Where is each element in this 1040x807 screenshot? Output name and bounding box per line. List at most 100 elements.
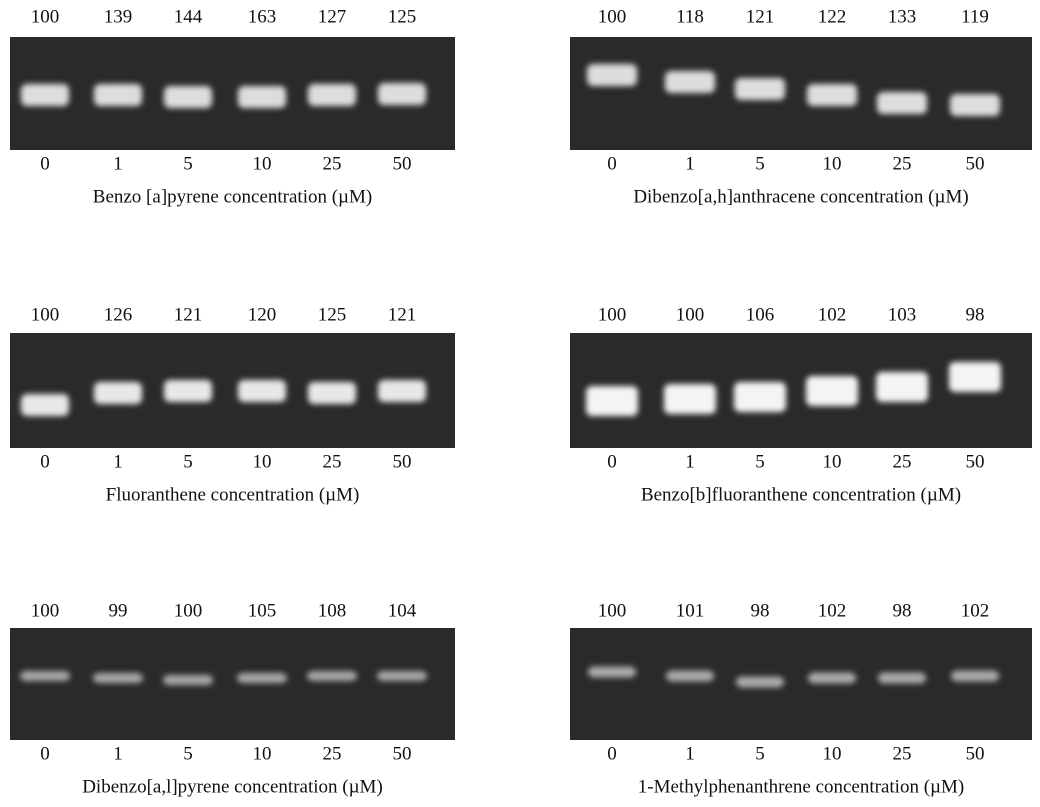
axis-caption: Dibenzo[a,h]anthracene concentration (µM… (633, 186, 968, 207)
band-intensity: 98 (893, 600, 912, 621)
axis-caption: Fluoranthene concentration (µM) (106, 484, 360, 505)
band-intensity: 100 (31, 304, 60, 325)
gel-band (307, 671, 357, 681)
band-intensity: 100 (676, 304, 705, 325)
gel-band (736, 676, 784, 688)
gel-band (666, 670, 714, 682)
band-intensity: 100 (174, 600, 203, 621)
band-intensity: 103 (888, 304, 917, 325)
gel-band (164, 380, 212, 402)
concentration-label: 5 (183, 451, 193, 472)
band-intensity: 101 (676, 600, 705, 621)
band-intensity: 99 (109, 600, 128, 621)
concentration-label: 10 (253, 743, 272, 764)
concentration-label: 10 (823, 451, 842, 472)
band-intensity: 139 (104, 6, 133, 27)
band-intensity: 100 (31, 600, 60, 621)
gel-band (735, 78, 785, 100)
concentration-label: 0 (40, 153, 50, 174)
gel-band (950, 94, 1000, 116)
band-intensity: 125 (318, 304, 347, 325)
band-intensity: 100 (598, 6, 627, 27)
concentration-label: 1 (685, 743, 695, 764)
concentration-label: 50 (393, 743, 412, 764)
gel-band (664, 384, 716, 414)
gel-band (164, 86, 212, 108)
gel-panel: 100 126 121 120 125 121 0 1 5 10 25 50 Fluoranthene … (10, 304, 455, 505)
band-intensity: 121 (388, 304, 417, 325)
band-intensity: 122 (818, 6, 847, 27)
gel-band (588, 666, 636, 678)
concentration-label: 10 (253, 451, 272, 472)
gel-band (378, 83, 426, 105)
band-intensity: 102 (818, 600, 847, 621)
gel-image (570, 628, 1032, 740)
gel-band (308, 84, 356, 106)
gel-band (877, 92, 927, 114)
concentration-label: 10 (823, 743, 842, 764)
band-intensity: 121 (746, 6, 775, 27)
concentration-label: 1 (685, 451, 695, 472)
gel-image (570, 37, 1032, 150)
gel-band (878, 672, 926, 684)
gel-panel: 100 118 121 122 133 119 0 1 5 10 25 50 Dibenzo[a,h]a… (570, 6, 1032, 207)
gel-panel: 100 100 106 102 103 98 0 1 5 10 25 50Benzo[b]fluora… (570, 304, 1032, 505)
gel-image (10, 628, 455, 740)
gel-panel: 100 139 144 163 127 125 0 1 5 10 25 50 Benzo [a]pyre… (10, 6, 455, 207)
band-intensity: 163 (248, 6, 277, 27)
gel-panel: 100 99 100 105 108 104 0 1 5 10 25 50 Dibenzo[a,l]py… (10, 600, 455, 797)
gel-band (808, 672, 856, 684)
gel-band (21, 84, 69, 106)
band-intensity: 126 (104, 304, 133, 325)
concentration-label: 25 (323, 451, 342, 472)
concentration-label: 25 (893, 743, 912, 764)
gel-band (20, 671, 70, 681)
concentration-label: 50 (966, 743, 985, 764)
gel-band (378, 380, 426, 402)
band-intensity: 100 (598, 304, 627, 325)
gel-band (21, 394, 69, 416)
concentration-label: 1 (113, 743, 123, 764)
gel-band (876, 372, 928, 402)
band-intensity: 100 (598, 600, 627, 621)
gel-band (377, 671, 427, 681)
gel-band (949, 362, 1001, 392)
concentration-label: 0 (607, 743, 617, 764)
gel-band (734, 382, 786, 412)
gel-band (94, 84, 142, 106)
band-intensity: 133 (888, 6, 917, 27)
concentration-label: 10 (823, 153, 842, 174)
concentration-label: 50 (393, 153, 412, 174)
concentration-label: 5 (183, 153, 193, 174)
concentration-label: 5 (183, 743, 193, 764)
gel-band (237, 673, 287, 683)
concentration-label: 1 (113, 451, 123, 472)
band-intensity: 121 (174, 304, 203, 325)
concentration-label: 10 (253, 153, 272, 174)
concentration-label: 1 (113, 153, 123, 174)
concentration-label: 25 (323, 153, 342, 174)
gel-band (806, 376, 858, 406)
gel-band (951, 670, 999, 682)
band-intensity: 98 (751, 600, 770, 621)
band-intensity: 118 (676, 6, 704, 27)
gel-band (238, 86, 286, 108)
band-intensity: 100 (31, 6, 60, 27)
gel-band (807, 84, 857, 106)
concentration-label: 0 (40, 743, 50, 764)
band-intensity: 125 (388, 6, 417, 27)
band-intensity: 104 (388, 600, 417, 621)
band-intensity: 102 (961, 600, 990, 621)
gel-band (586, 386, 638, 416)
concentration-label: 50 (393, 451, 412, 472)
concentration-label: 0 (607, 153, 617, 174)
gel-band (94, 382, 142, 404)
concentration-label: 0 (607, 451, 617, 472)
band-intensity: 108 (318, 600, 347, 621)
gel-panel: 100 101 98 102 98 102 0 1 5 10 25 501-Methylphenant… (570, 600, 1032, 797)
axis-caption: Benzo[b]fluoranthene concentration (µM) (641, 484, 961, 505)
band-intensity: 98 (966, 304, 985, 325)
band-intensity: 102 (818, 304, 847, 325)
